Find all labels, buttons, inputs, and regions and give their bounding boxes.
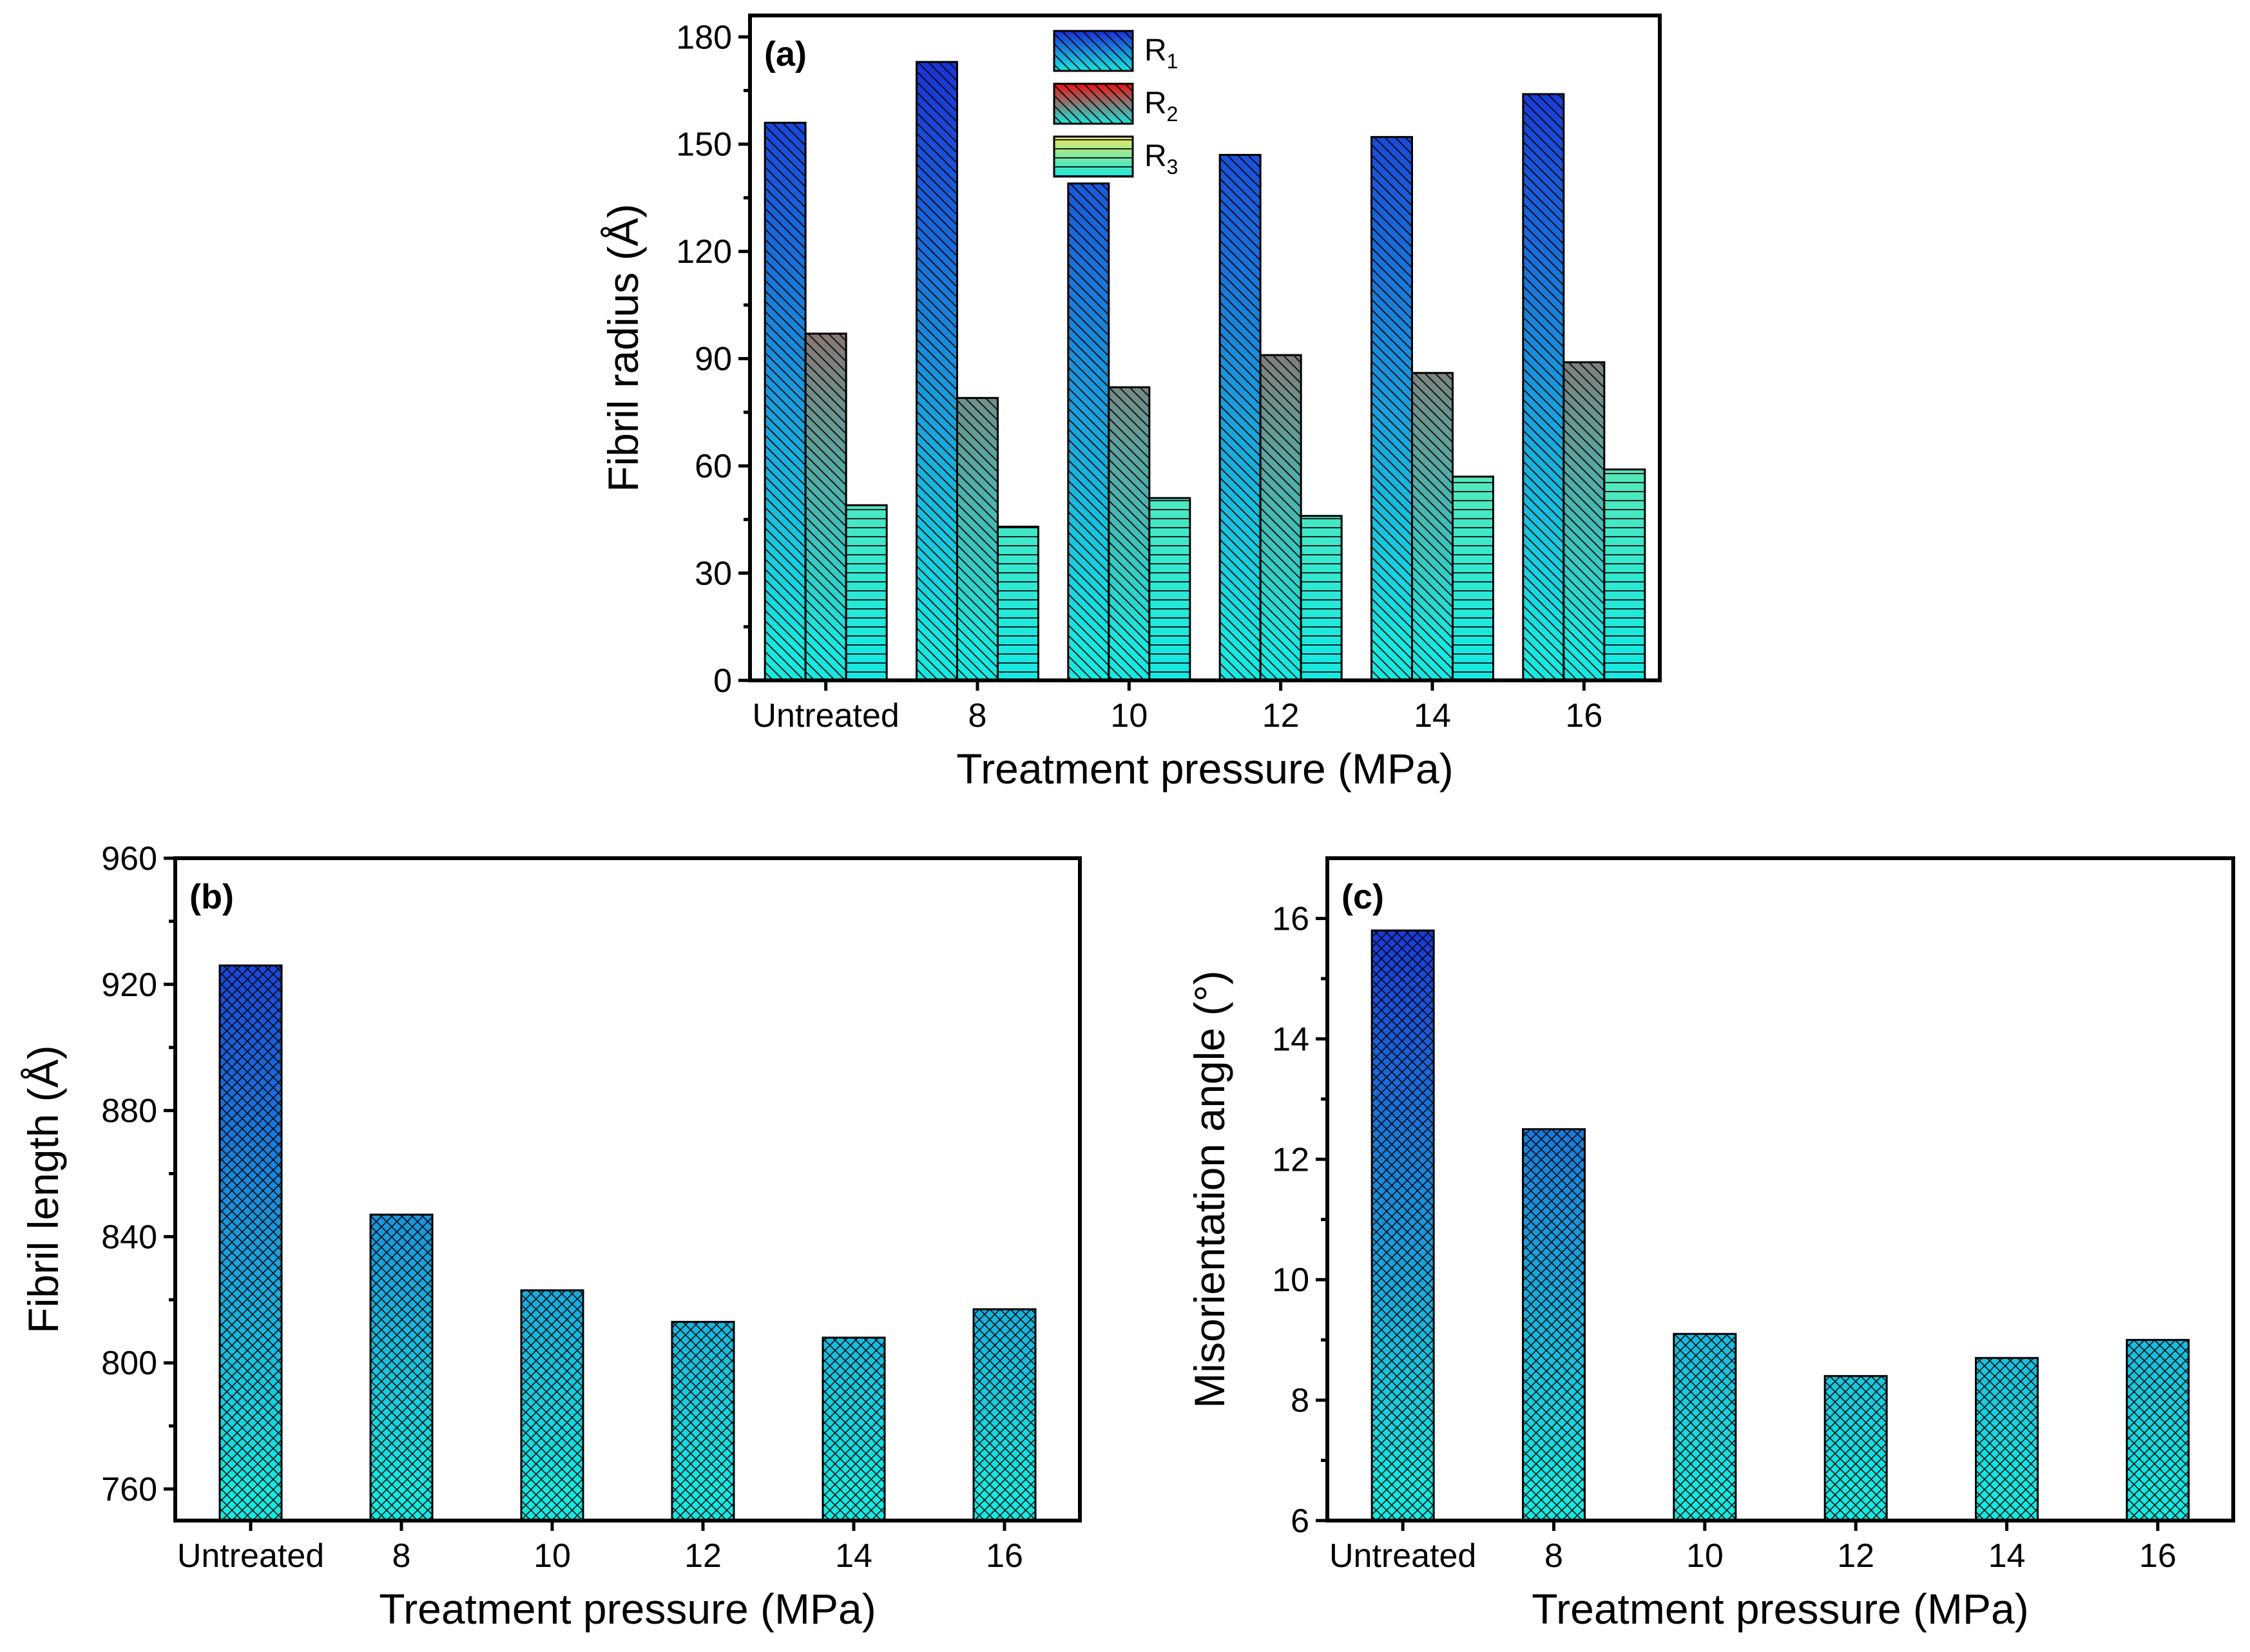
- x-tick-label: 10: [1686, 1537, 1724, 1575]
- bar-hatch: [1563, 362, 1604, 680]
- x-tick-label: 10: [1110, 697, 1148, 735]
- bar-hatch: [765, 122, 806, 681]
- bar-hatch: [1825, 1376, 1887, 1521]
- legend-swatch-outline: [1053, 30, 1134, 72]
- x-tick-label: 8: [392, 1537, 411, 1575]
- x-tick-label: 14: [1414, 697, 1451, 735]
- bar-hatch: [1412, 372, 1453, 680]
- y-axis-title: Misorientation angle (°): [1186, 970, 1233, 1408]
- bar-hatch: [1220, 155, 1261, 681]
- bar-hatch: [1301, 515, 1342, 680]
- chart-panel-b: 760 800 840 880 920 960 Untreated 8 10 12 14 16 Trea…: [19, 840, 1082, 1633]
- bar-hatch: [916, 62, 957, 681]
- panel-label: (a): [764, 35, 807, 73]
- y-tick-label: 90: [695, 341, 732, 378]
- plot-frame: [173, 856, 1082, 1522]
- bar-hatch: [1976, 1358, 2038, 1521]
- bar-hatch: [1452, 476, 1494, 680]
- bar-hatch: [1523, 94, 1564, 680]
- bar-hatch: [370, 1215, 432, 1521]
- y-tick-label: 120: [676, 233, 732, 271]
- x-axis-title: Treatment pressure (MPa): [379, 1585, 876, 1633]
- bar-hatch: [974, 1309, 1035, 1521]
- bar-hatch: [805, 333, 847, 680]
- x-tick-label: Untreated: [1329, 1537, 1476, 1575]
- y-tick-label: 12: [1272, 1141, 1309, 1178]
- y-tick-label: 16: [1272, 900, 1309, 937]
- bar-hatch: [997, 526, 1039, 680]
- x-tick-label: Untreated: [752, 697, 899, 735]
- y-tick-label: 8: [1291, 1382, 1309, 1419]
- y-tick-label: 800: [101, 1345, 157, 1382]
- y-tick-label: 30: [695, 555, 732, 593]
- x-tick-label: 14: [835, 1537, 872, 1575]
- legend-swatch-hatch: [1054, 84, 1133, 124]
- bar-hatch: [1371, 137, 1412, 681]
- y-tick-label: 14: [1272, 1021, 1309, 1058]
- x-tick-label: 16: [2139, 1537, 2177, 1575]
- legend-swatch-hatch: [1054, 31, 1133, 71]
- chart-panel-a: 0 30 60 90 120 150 180 Untreated 8 10 12 14 16 Treatm…: [599, 14, 1662, 792]
- y-tick-label: 880: [101, 1093, 157, 1130]
- x-axis-title: Treatment pressure (MPa): [1532, 1585, 2028, 1633]
- legend: R1 R2 R3: [1053, 30, 1178, 178]
- panel-label: (c): [1341, 878, 1384, 916]
- bar-hatch: [1604, 469, 1645, 680]
- y-axis-title: Fibril length (Å): [19, 1045, 67, 1333]
- y-tick-label: 960: [101, 840, 157, 878]
- legend-label-0: R1: [1144, 34, 1178, 73]
- y-tick-label: 150: [676, 126, 732, 164]
- bar-hatch: [521, 1290, 583, 1521]
- y-tick-label: 60: [695, 448, 732, 485]
- chart-panel-c: 6 8 10 12 14 16 Untreated 8 10 12 14 16 Treatment pr…: [1186, 856, 2235, 1633]
- bar-hatch: [1523, 1129, 1585, 1521]
- x-tick-label: 8: [1544, 1537, 1563, 1575]
- legend-label-1: R2: [1144, 86, 1178, 126]
- bar-hatch: [1673, 1334, 1736, 1521]
- x-tick-label: 10: [534, 1537, 571, 1575]
- bar-hatch: [1149, 498, 1190, 680]
- bar-hatch: [220, 965, 282, 1521]
- panel-label: (b): [189, 878, 234, 916]
- y-tick-label: 180: [676, 19, 732, 56]
- bar-hatch: [1108, 387, 1149, 680]
- bar-hatch: [2126, 1340, 2189, 1521]
- bar-hatch: [823, 1338, 885, 1521]
- y-tick-label: 0: [713, 662, 732, 700]
- x-tick-label: 12: [684, 1537, 722, 1575]
- plot-frame: [1325, 856, 2235, 1522]
- x-tick-label: 16: [1565, 697, 1602, 735]
- y-axis-title: Fibril radius (Å): [599, 204, 647, 492]
- bar-hatch: [672, 1321, 734, 1521]
- bar-hatch: [846, 505, 887, 680]
- y-tick-label: 760: [101, 1471, 157, 1508]
- x-tick-label: Untreated: [177, 1537, 324, 1575]
- legend-swatch-hatch: [1054, 137, 1133, 177]
- x-tick-label: 8: [968, 697, 987, 735]
- x-axis-title: Treatment pressure (MPa): [956, 745, 1453, 792]
- bar-hatch: [1372, 930, 1434, 1521]
- plot-frame: [748, 14, 1662, 682]
- x-tick-label: 16: [986, 1537, 1023, 1575]
- legend-swatch-outline: [1053, 135, 1134, 178]
- x-tick-label: 14: [1988, 1537, 2026, 1575]
- bar-hatch: [1068, 183, 1109, 681]
- y-tick-label: 10: [1272, 1262, 1309, 1299]
- legend-label-2: R3: [1144, 139, 1178, 178]
- bar-hatch: [957, 398, 998, 680]
- x-tick-label: 12: [1262, 697, 1300, 735]
- y-tick-label: 6: [1291, 1503, 1309, 1540]
- x-tick-label: 12: [1837, 1537, 1874, 1575]
- y-tick-label: 840: [101, 1218, 157, 1256]
- legend-swatch-outline: [1053, 82, 1134, 125]
- bar-hatch: [1260, 355, 1302, 680]
- y-tick-label: 920: [101, 966, 157, 1004]
